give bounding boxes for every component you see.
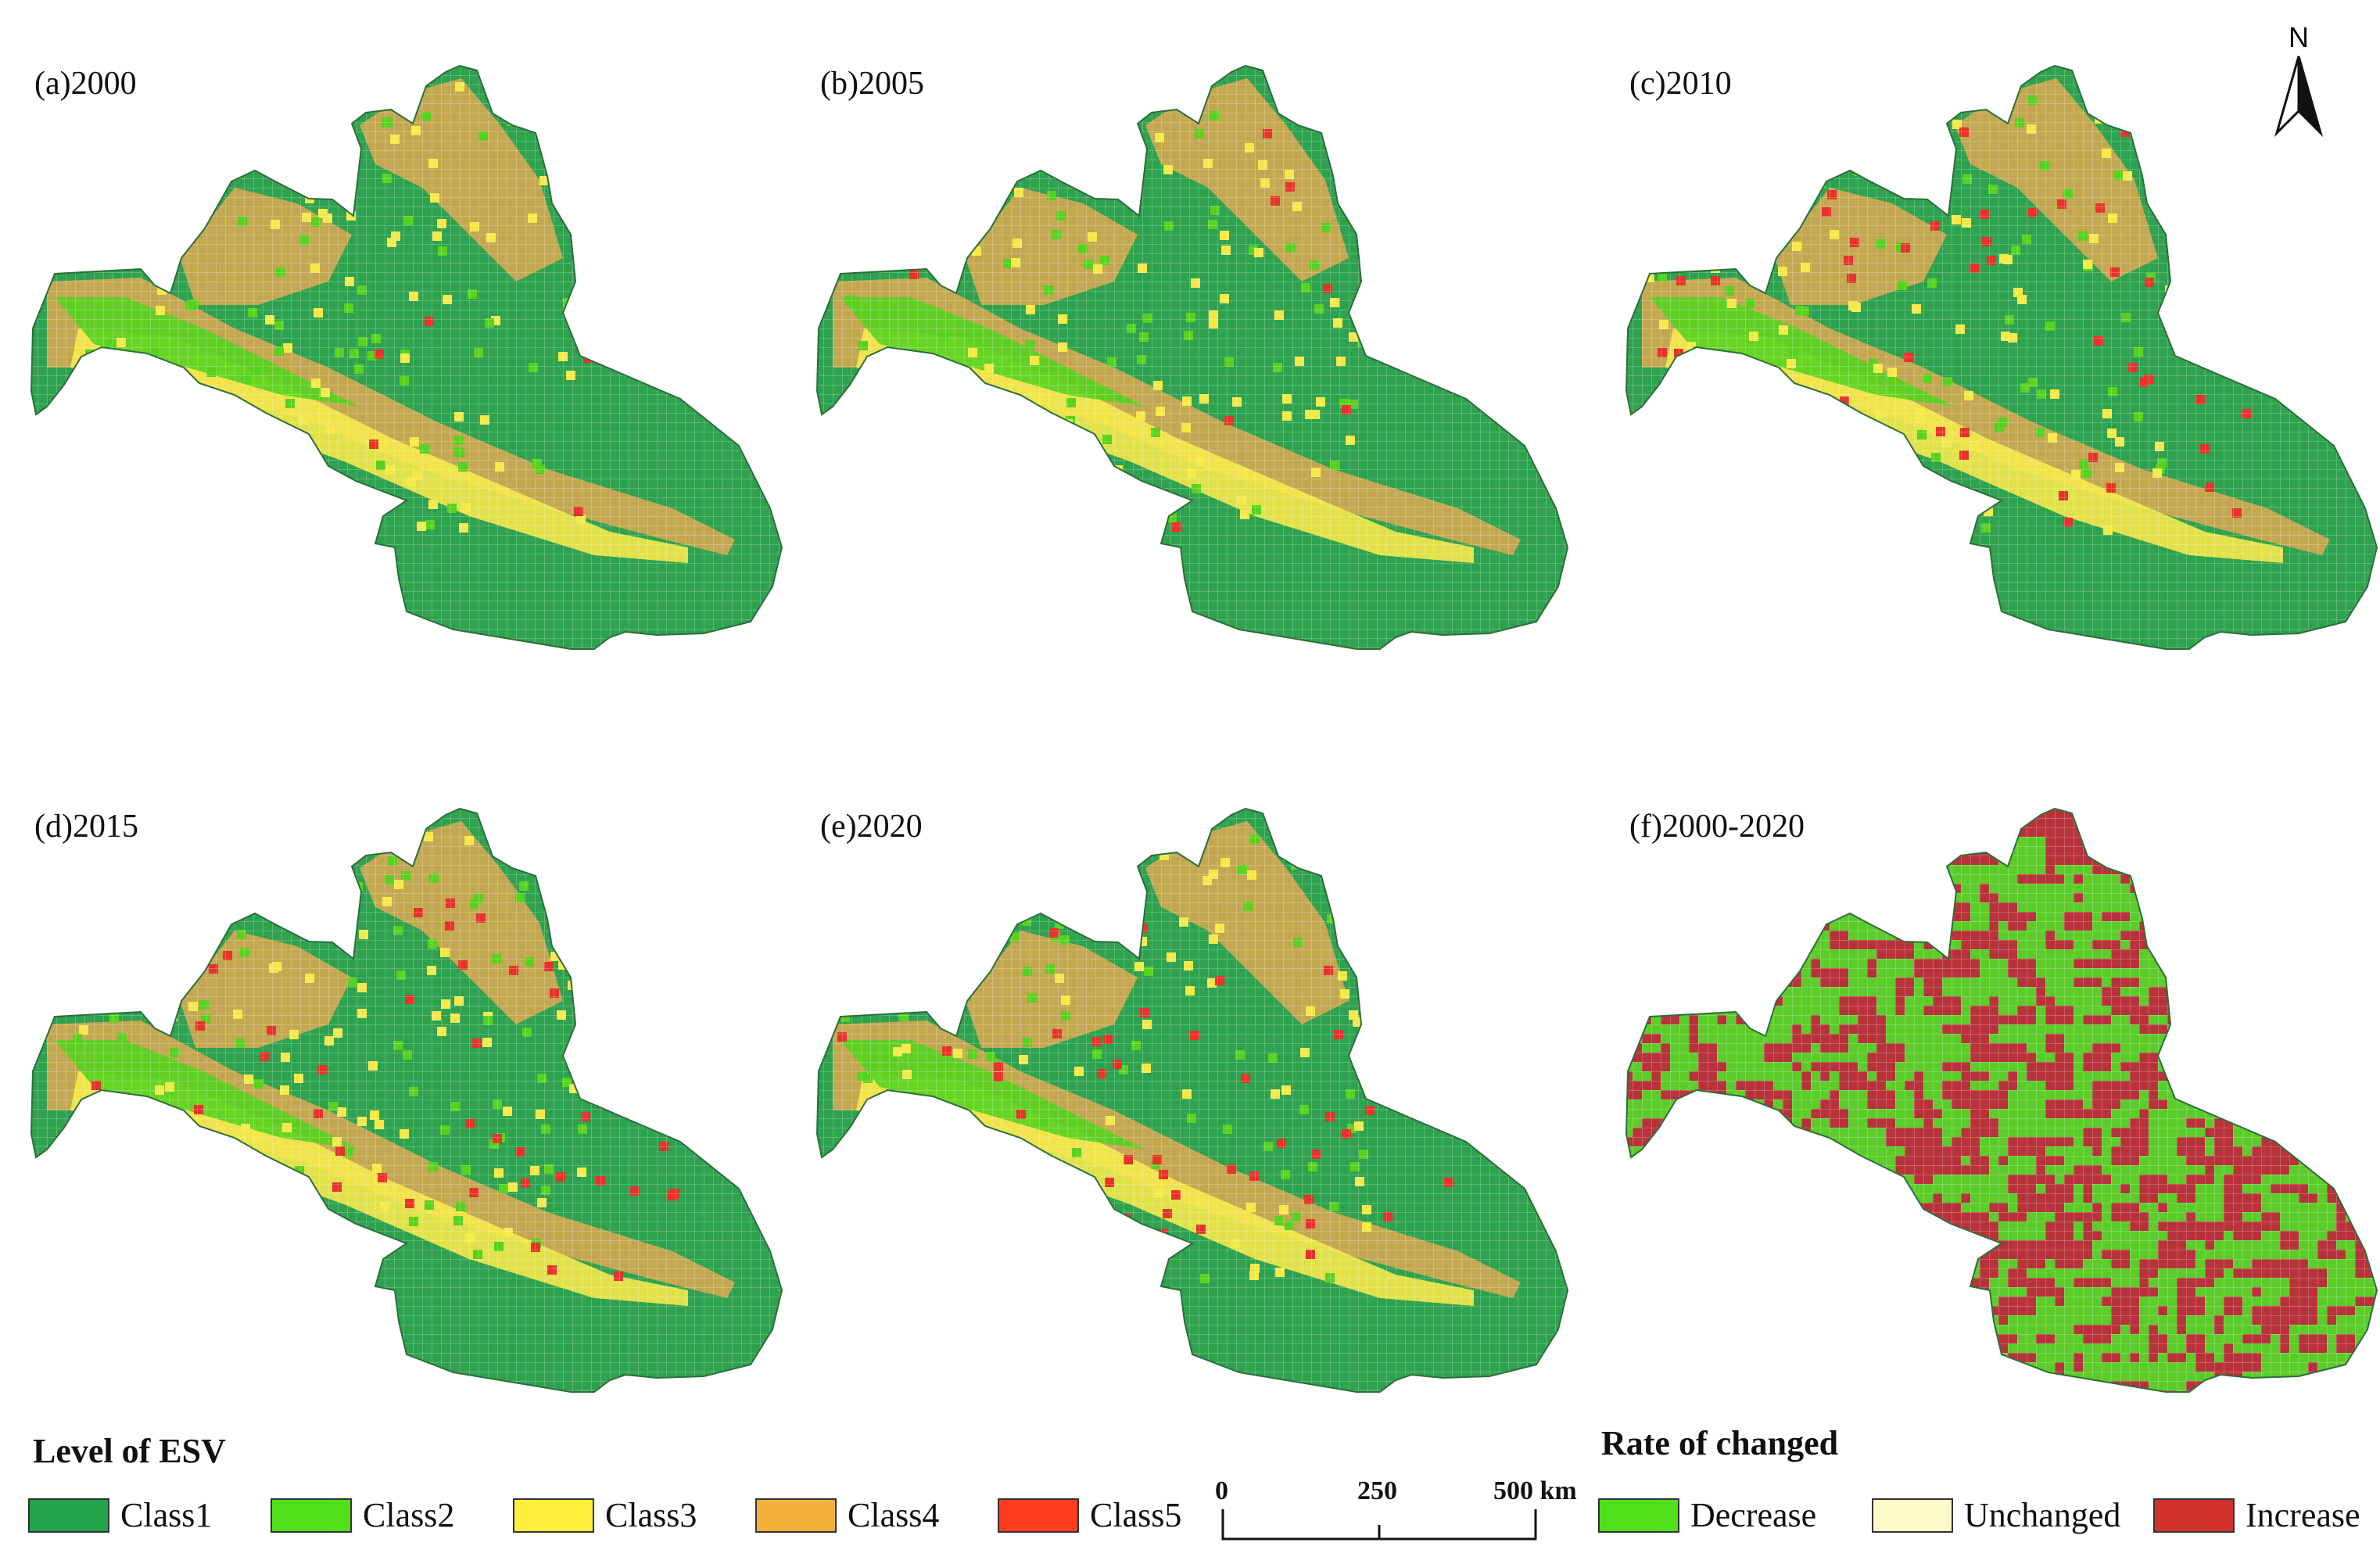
legend-change-unchanged: Unchanged (1872, 1495, 2120, 1535)
panel-label: (d)2015 (34, 809, 138, 845)
legend-esv-class2: Class2 (271, 1495, 454, 1535)
legend-swatch (28, 1498, 109, 1533)
scale-tick-500: 500 km (1493, 1476, 1577, 1505)
legend-esv-class4: Class4 (755, 1495, 939, 1535)
scale-tick-0: 0 (1215, 1476, 1228, 1505)
legend-esv-class3: Class3 (513, 1495, 697, 1535)
panel-label: (f)2000-2020 (1629, 809, 1805, 845)
map-panel: (d)2015 (30, 807, 783, 1393)
legend-label: Class1 (120, 1496, 213, 1534)
legend-swatch (2153, 1498, 2235, 1533)
legend-label: Decrease (1690, 1496, 1817, 1534)
legend-label: Class2 (363, 1496, 455, 1534)
legend-esv-class5: Class5 (998, 1495, 1181, 1535)
legend-label: Increase (2246, 1496, 2360, 1534)
legend-change-title: Rate of changed (1601, 1424, 1839, 1462)
scale-tick-250: 250 (1357, 1476, 1397, 1505)
scale-bar: 0 250 500 km (1204, 1470, 1611, 1556)
legend-swatch (513, 1498, 594, 1533)
legend-change-increase: Increase (2153, 1495, 2360, 1535)
legend-swatch (271, 1498, 352, 1533)
map-panel: (f)2000-2020 (1625, 807, 2378, 1393)
panel-label: (c)2010 (1629, 66, 1732, 102)
north-arrow: N (2274, 21, 2324, 138)
legend-swatch (755, 1498, 837, 1533)
north-arrow-label: N (2289, 21, 2309, 53)
legend-label: Class5 (1090, 1496, 1182, 1534)
map-panel: (c)2010 (1625, 64, 2378, 650)
map-panel: (b)2005 (815, 64, 1569, 650)
legend-swatch (998, 1498, 1079, 1533)
legend-swatch (1598, 1498, 1679, 1533)
legend-label: Class3 (605, 1496, 697, 1534)
legend-label: Unchanged (1964, 1496, 2121, 1534)
legend-change-decrease: Decrease (1598, 1495, 1816, 1535)
legend-label: Class4 (848, 1496, 940, 1534)
panel-label: (b)2005 (820, 66, 924, 102)
panel-label: (e)2020 (820, 809, 923, 845)
map-panel: (e)2020 (815, 807, 1569, 1393)
legend-swatch (1872, 1498, 1953, 1533)
map-panel: (a)2000 (30, 64, 783, 650)
panel-label: (a)2000 (34, 66, 137, 102)
legend-esv-class1: Class1 (28, 1495, 212, 1535)
legend-esv-title: Level of ESV (33, 1432, 226, 1470)
